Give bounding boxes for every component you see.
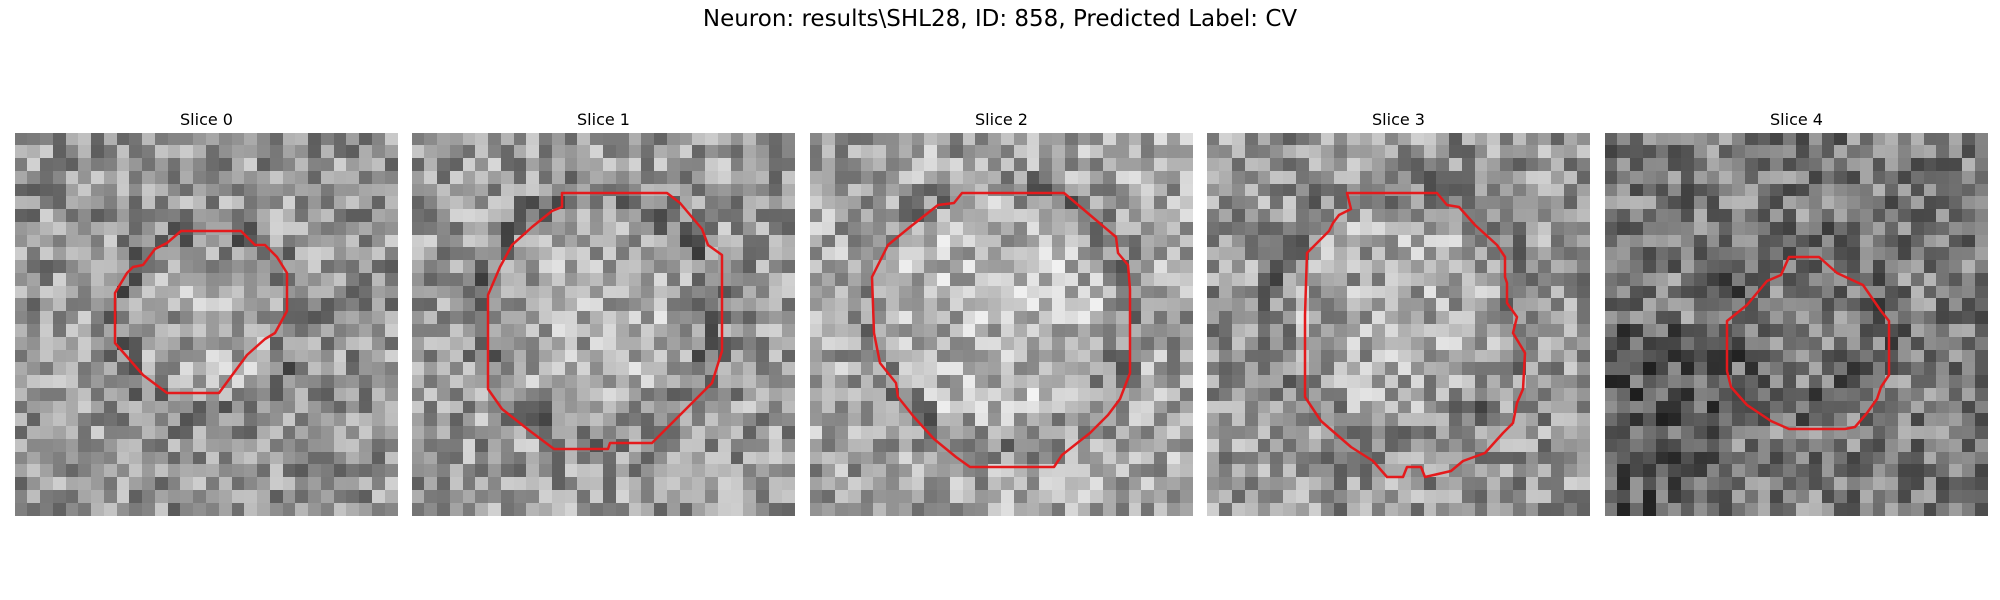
- slice-title: Slice 4: [1770, 110, 1823, 129]
- roi-contour-line: [486, 191, 724, 451]
- roi-contour-line: [1725, 255, 1891, 431]
- slice-title: Slice 1: [577, 110, 630, 129]
- slice-title: Slice 3: [1372, 110, 1425, 129]
- slice-title: Slice 0: [180, 110, 233, 129]
- slice-panel-1: Slice 1: [412, 106, 795, 518]
- slice-panel-4: Slice 4: [1605, 106, 1988, 518]
- roi-contour: [1725, 255, 1891, 431]
- slice-image: [412, 133, 795, 516]
- roi-contour: [1303, 191, 1527, 479]
- slice-panel-0: Slice 0: [15, 106, 398, 518]
- roi-contour: [486, 191, 724, 451]
- figure-title: Neuron: results\SHL28, ID: 858, Predicte…: [702, 6, 1298, 32]
- slice-title: Slice 2: [975, 110, 1028, 129]
- roi-contour: [113, 229, 289, 395]
- roi-contour: [870, 191, 1132, 469]
- slice-image: [1207, 133, 1590, 516]
- roi-contour-line: [113, 229, 289, 395]
- roi-contour-line: [1303, 191, 1527, 479]
- slice-panel-3: Slice 3: [1207, 106, 1590, 518]
- slice-panel-2: Slice 2: [810, 106, 1193, 518]
- slice-image: [15, 133, 398, 516]
- slice-image: [1605, 133, 1988, 516]
- roi-contour-line: [870, 191, 1132, 469]
